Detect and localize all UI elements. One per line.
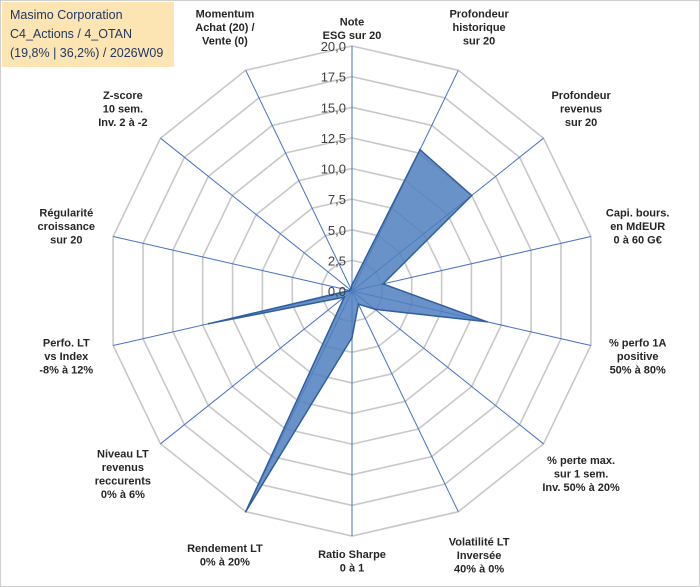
category-label-line: en MdEUR <box>610 221 665 233</box>
axis-spoke <box>351 236 592 292</box>
category-label-line: 0% à 20% <box>200 557 250 569</box>
category-label: % perfo 1A positive 50% à 80% <box>609 338 667 377</box>
category-label-line: historique <box>453 22 506 34</box>
data-point <box>343 296 346 298</box>
category-label-line: vs Index <box>44 351 89 363</box>
category-label-line: Inv. 2 à -2 <box>98 117 147 129</box>
title-line-company: Masimo Corporation <box>10 8 123 22</box>
category-label-line: Capi. bours. <box>606 207 670 219</box>
category-label: Momentum Achat (20) / Vente (0) <box>195 9 254 48</box>
data-point <box>470 194 473 197</box>
axis-spoke <box>351 290 459 512</box>
axis-spoke <box>351 290 544 445</box>
category-label-line: positive <box>617 351 659 363</box>
category-label: Note ESG sur 20 <box>323 17 382 43</box>
category-label-line: Profondeur <box>449 9 509 21</box>
category-label-line: revenus <box>102 462 144 474</box>
data-point <box>350 287 352 290</box>
r-tick-label: 2,5 <box>328 253 346 268</box>
category-label-line: reccurents <box>95 475 151 487</box>
data-point <box>207 322 210 325</box>
data-point <box>419 148 421 151</box>
category-label-line: Rendement LT <box>187 543 263 555</box>
category-label: Ratio Sharpe 0 à 1 <box>318 549 386 575</box>
category-label-line: Inv. 50% à 20% <box>542 482 620 494</box>
category-label-line: sur 20 <box>565 117 597 129</box>
category-label: Z-score 10 sem. Inv. 2 à -2 <box>98 90 147 129</box>
category-label-line: Ratio Sharpe <box>318 549 386 561</box>
category-label-line: sur 20 <box>50 234 82 246</box>
axis-spoke <box>245 70 353 292</box>
r-tick-label: 17,5 <box>321 70 346 85</box>
category-label: Niveau LT revenus reccurents 0% à 6% <box>95 448 151 501</box>
category-label-line: 0 à 60 G€ <box>614 234 662 246</box>
r-tick-label: 10,0 <box>321 162 346 177</box>
axis-spoke <box>160 137 353 292</box>
category-label-line: sur 1 sem. <box>554 469 608 481</box>
category-label-line: 40% à 0% <box>454 564 504 576</box>
category-label-line: Inversée <box>457 550 502 562</box>
category-label-line: Vente (0) <box>202 36 248 48</box>
data-point <box>351 284 353 286</box>
category-label-line: Volatilité LT <box>449 537 510 549</box>
category-label-line: revenus <box>560 103 602 115</box>
category-label: Perfo. LT vs Index -8% à 12% <box>39 338 93 377</box>
title-line-category: C4_Actions / 4_OTAN <box>10 27 133 41</box>
category-label: Rendement LT 0% à 20% <box>187 543 263 569</box>
data-point <box>374 308 376 311</box>
category-label-line: 0% à 6% <box>101 489 145 501</box>
category-label-line: Achat (20) / <box>195 22 254 34</box>
category-label-line: -8% à 12% <box>39 365 93 377</box>
category-label-line: % perte max. <box>547 455 615 467</box>
radar-series <box>207 148 488 513</box>
category-label: Capi. bours. en MdEUR 0 à 60 G€ <box>606 207 670 246</box>
category-label-line: 50% à 80% <box>610 365 666 377</box>
category-label-line: 10 sem. <box>103 103 143 115</box>
r-tick-label: 15,0 <box>321 100 346 115</box>
r-tick-label: 0,0 <box>328 284 346 299</box>
axis-spoke <box>160 290 353 445</box>
category-label-line: Régularité <box>39 207 93 219</box>
data-point <box>244 510 247 513</box>
category-label-line: Niveau LT <box>97 448 149 460</box>
r-tick-label: 12,5 <box>321 131 346 146</box>
data-point <box>351 336 353 339</box>
category-label-line: croissance <box>38 221 95 233</box>
category-label-line: 0 à 1 <box>340 563 364 575</box>
category-label-line: sur 20 <box>463 36 495 48</box>
category-label: Régularité croissance sur 20 <box>38 207 95 246</box>
r-tick-label: 20,0 <box>321 39 346 54</box>
category-label-line: ESG sur 20 <box>323 30 382 42</box>
series-area <box>208 148 488 513</box>
r-tick-label: 7,5 <box>328 192 346 207</box>
title-line-scores: (19,8% | 36,2%) / 2026W09 <box>10 46 164 60</box>
category-label-line: Z-score <box>103 90 143 102</box>
data-point <box>382 283 384 285</box>
radial-tick-labels: 0,0 2,5 5,0 7,5 10,0 12,5 15,0 17,5 20,0 <box>321 39 346 299</box>
category-label-line: Profondeur <box>551 90 611 102</box>
data-point <box>357 303 360 306</box>
chart-title-box: Masimo Corporation C4_Actions / 4_OTAN (… <box>2 2 174 67</box>
category-label-line: Perfo. LT <box>43 338 90 350</box>
category-label: % perte max. sur 1 sem. Inv. 50% à 20% <box>542 455 620 494</box>
axis-spoke <box>112 236 353 292</box>
data-point <box>486 320 488 323</box>
r-tick-label: 5,0 <box>328 223 346 238</box>
category-label-line: Momentum <box>196 9 255 21</box>
category-label: Profondeur revenus sur 20 <box>551 90 611 129</box>
category-label: Profondeur historique sur 20 <box>449 9 509 48</box>
category-label: Volatilité LT Inversée 40% à 0% <box>449 537 510 576</box>
category-label-line: Note <box>340 17 364 29</box>
category-label-line: % perfo 1A <box>609 338 667 350</box>
